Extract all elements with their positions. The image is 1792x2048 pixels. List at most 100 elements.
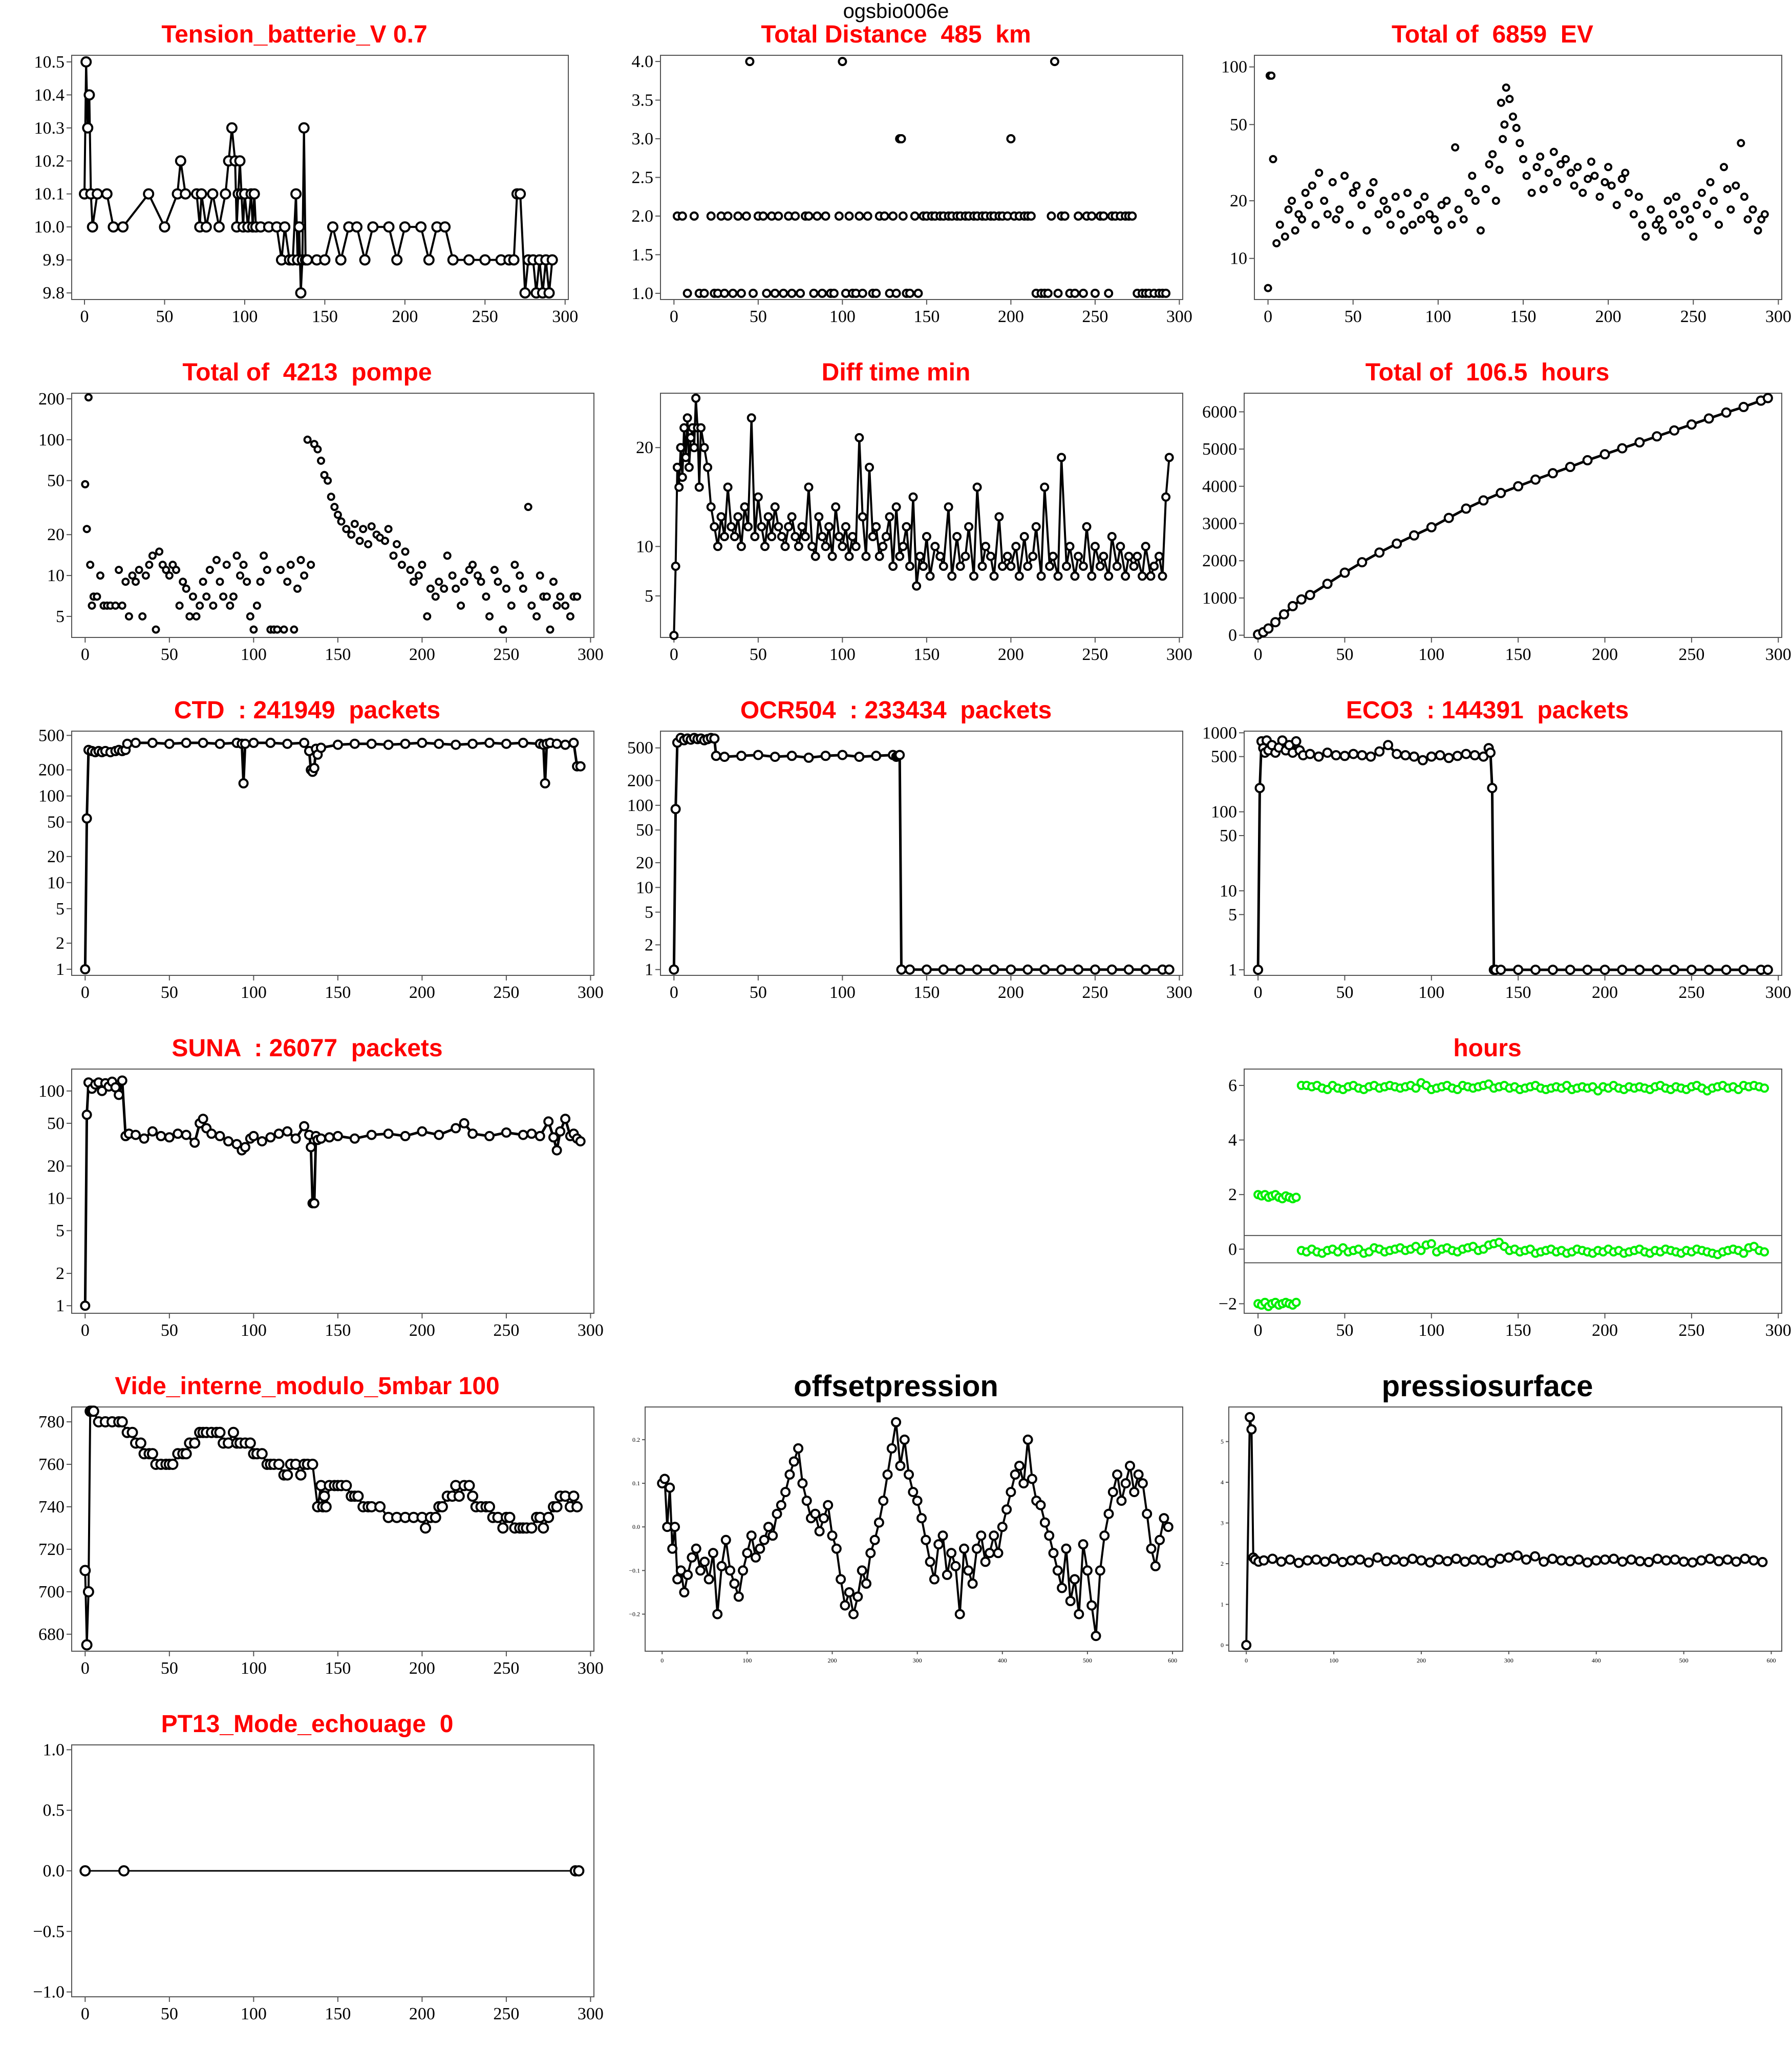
data-point [699,288,709,298]
data-point [882,1469,893,1480]
data-point [351,221,362,233]
data-point [290,1133,301,1144]
data-point [780,1487,791,1498]
data-point [451,739,461,750]
data-point [215,738,225,749]
chart-title: Tension_batterie_V 0.7 [161,21,428,48]
data-point [1409,530,1419,541]
y-tick-label: 10.0 [34,218,65,237]
data-point [1503,1552,1514,1563]
x-tick-label: 500 [1679,1657,1689,1664]
x-tick-label: 100 [241,1321,267,1340]
data-point [482,592,490,601]
data-point [532,612,541,621]
data-point [1308,181,1316,190]
data-point [981,542,990,551]
data-point [720,288,729,298]
data-point [1379,197,1388,205]
data-point [1129,562,1139,571]
data-point [324,476,332,485]
data-point [280,625,288,634]
x-tick-label: 200 [1417,1657,1426,1664]
data-point [381,537,389,545]
data-point [854,752,865,762]
data-point [1311,220,1320,229]
data-point [1567,168,1575,177]
chart-svg: 0 50 100 150 200 250 3000100020003000400050006… [1202,393,1791,664]
chart-title: Total of 4213 pompe [182,359,432,386]
data-point [677,211,687,221]
data-point [546,254,558,266]
y-tick-label: 10 [47,1189,65,1208]
y-tick-label: −1.0 [33,1983,65,2002]
data-point [290,188,302,200]
data-point [273,1128,284,1139]
data-point [494,578,502,586]
data-point [844,211,854,221]
plot-frame [1244,731,1782,976]
data-point [695,1565,706,1576]
data-point [1087,571,1097,581]
data-point [1357,201,1366,209]
data-point [88,1405,99,1417]
y-tick-label: 5 [56,607,65,626]
data-point [689,211,699,221]
data-point [986,551,995,561]
data-point [1739,1248,1748,1258]
data-point [821,542,830,551]
y-tick-label: 2 [1228,1185,1237,1204]
data-point [1087,211,1097,221]
data-point [114,1090,124,1100]
data-point [947,571,957,581]
data-point [81,1639,93,1651]
data-point [1461,503,1471,514]
data-point [198,737,208,748]
data-point [1536,152,1545,161]
y-tick-label: 100 [38,431,65,450]
data-point [1060,211,1070,221]
data-point [1082,522,1092,531]
data-point [1652,220,1660,229]
data-point [855,211,864,221]
series-line [83,1079,582,1306]
data-point [135,1437,146,1449]
x-tick-label: 200 [409,1659,435,1678]
data-point [1018,1478,1029,1489]
data-point [733,211,743,221]
data-point [1374,746,1385,757]
data-point [670,804,681,815]
data-point [327,221,338,233]
data-point [1112,1469,1123,1480]
data-point [1322,748,1333,758]
data-point [1074,211,1083,221]
data-point [801,532,810,541]
data-point [400,738,411,749]
y-tick-label: 100 [38,787,65,806]
x-tick-label: 500 [1083,1657,1092,1664]
data-point [959,1543,969,1554]
data-point [729,1578,740,1589]
x-tick-label: 300 [1765,645,1791,664]
x-tick-label: 0 [81,2004,90,2023]
data-point [82,122,94,134]
data-point [1047,211,1056,221]
data-point [881,532,891,541]
data-point [891,1417,902,1427]
data-point [229,592,238,601]
chart-title: hours [1453,1035,1522,1062]
data-point [92,188,103,200]
data-point [298,122,310,134]
data-point [716,512,726,522]
data-point [925,1556,935,1567]
x-tick-label: 300 [552,307,578,326]
data-point [1607,181,1616,190]
data-point [1544,168,1553,177]
series-line [83,741,581,970]
data-point [518,737,528,748]
y-tick-label: 50 [1220,826,1237,845]
data-point [1687,1557,1698,1568]
chart-panel-total-hours: Total of 106.5 hours 0 50 100 150 200 250 300 0 1… [1188,358,1791,673]
series-line [672,736,1169,971]
x-tick-label: 0 [1264,307,1272,326]
data-point [1513,481,1524,492]
